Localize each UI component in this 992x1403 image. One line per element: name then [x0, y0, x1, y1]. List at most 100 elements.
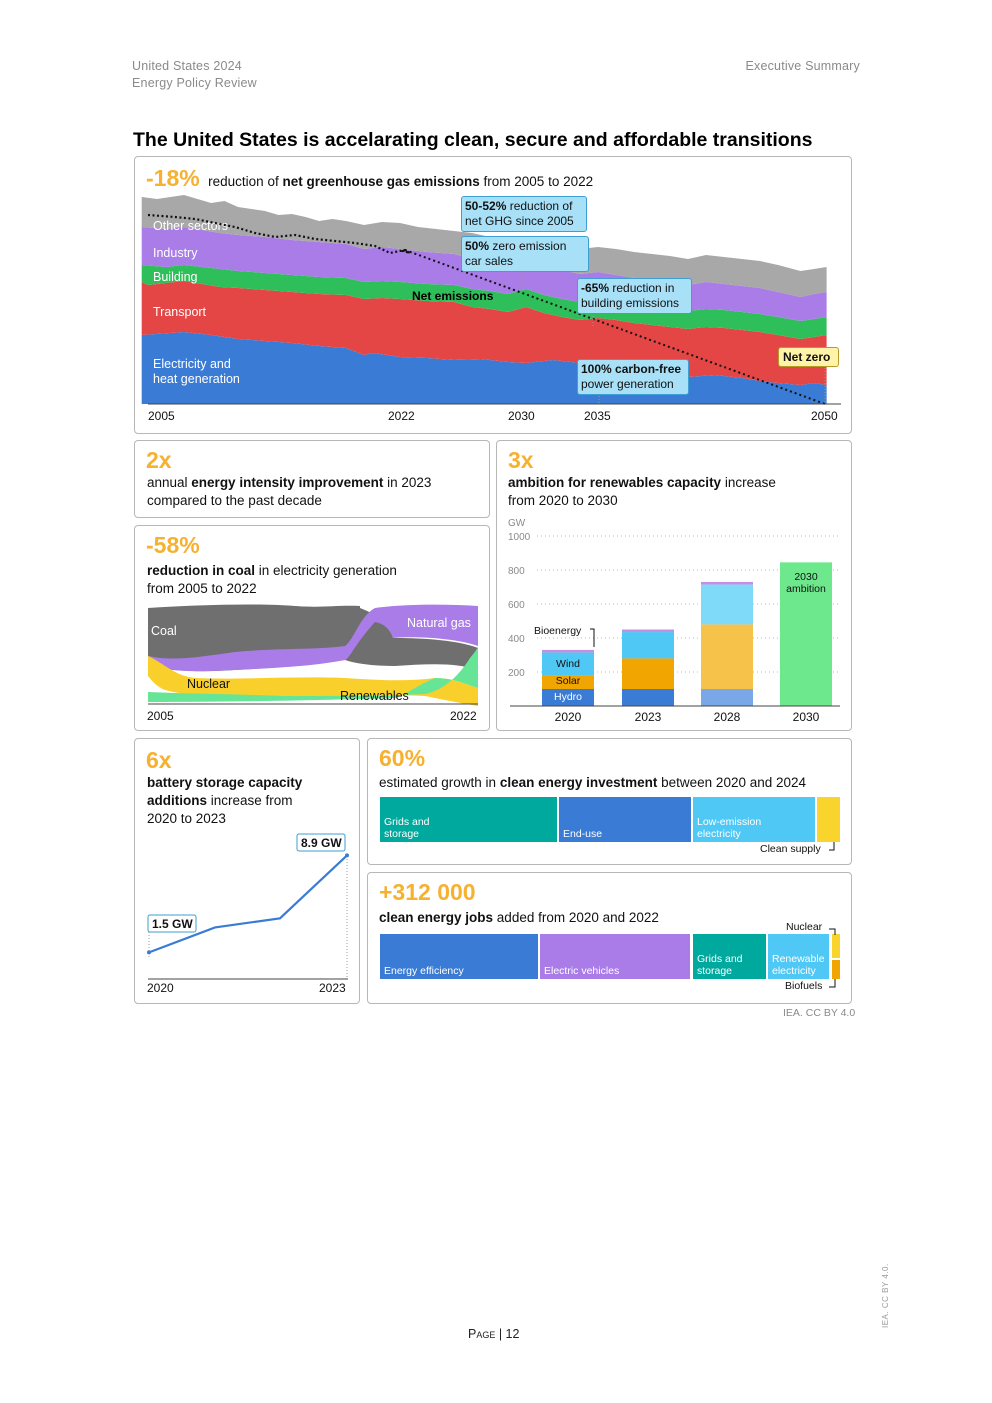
investment-desc: estimated growth in clean energy investm… — [379, 774, 806, 792]
page-title: The United States is accelarating clean,… — [133, 129, 813, 151]
coal-line2: from 2005 to 2022 — [147, 581, 257, 596]
battery-start-label: 1.5 GW — [152, 917, 193, 931]
x-tick-label-2028: 2028 — [714, 710, 741, 724]
callout-building-bold: -65% — [581, 281, 610, 295]
coal-axis-2022: 2022 — [450, 709, 477, 723]
label-ambition-line1: 2030 — [794, 571, 818, 583]
investment-pre: estimated growth in — [379, 775, 500, 790]
battery-stat: 6x — [146, 747, 172, 773]
bar-solar-2023 — [622, 658, 674, 689]
invest-seg-grids-l2: storage — [384, 828, 420, 840]
callout-building-rest: reduction in — [609, 281, 675, 295]
battery-end-label: 8.9 GW — [301, 836, 342, 850]
vertical-credit: IEA. CC BY 4.0. — [881, 1263, 890, 1328]
callout-car-line2: car sales — [465, 254, 514, 268]
callout-building-line2: building emissions — [581, 296, 680, 310]
report-title: United States 2024 Energy Policy Review — [132, 58, 257, 92]
area-building — [141, 265, 827, 339]
invest-seg-grids-l1: Grids and — [384, 816, 430, 828]
bar-bioenergy-2020 — [542, 649, 594, 653]
ghg-desc-pre: reduction — [208, 174, 264, 189]
intensity-line2: compared to the past decade — [147, 493, 322, 508]
ghg-desc-post: from 2005 to 2022 — [479, 174, 594, 189]
invest-seg-enduse: End-use — [559, 797, 691, 842]
coal-axis-2005: 2005 — [147, 709, 174, 723]
intensity-bold: energy intensity improvement — [191, 475, 384, 490]
flow-renewables — [148, 646, 478, 702]
bar-solar-2028 — [701, 624, 753, 689]
invest-clean-supply-label: Clean supply — [760, 843, 821, 855]
callout-power-line2: power generation — [581, 377, 674, 391]
intensity-stat: 2x — [146, 447, 172, 473]
x-tick-label-2030: 2030 — [793, 710, 820, 724]
coal-label-coal: Coal — [151, 624, 177, 638]
label-transport: Transport — [153, 305, 207, 319]
invest-seg-lowemission-l1: Low-emission — [697, 816, 762, 828]
callout-ghg-bold: 50-52% — [465, 199, 507, 213]
label-electricity-line1: Electricity and — [153, 357, 231, 371]
ghg-axis-2030: 2030 — [508, 409, 535, 423]
intensity-pre: annual — [147, 475, 192, 490]
coal-panel: -58% reduction in coal in electricity ge… — [134, 525, 490, 731]
battery-desc: battery storage capacity additions increa… — [147, 774, 302, 828]
label-solar: Solar — [556, 675, 581, 687]
battery-axis-2020: 2020 — [147, 981, 174, 995]
invest-seg-lowemission-l2: electricity — [697, 828, 741, 840]
intensity-panel: 2x annual energy intensity improvement i… — [134, 440, 490, 518]
invest-seg-grids: Grids and storage — [380, 797, 557, 842]
renewables-desc: ambition for renewables capacity increas… — [508, 474, 776, 510]
battery-axis-2023: 2023 — [319, 981, 346, 995]
jobs-seg-grids-l1: Grids and — [697, 953, 743, 965]
ghg-desc-bold: net greenhouse gas emissions — [282, 174, 480, 189]
coal-post: in electricity generation — [255, 563, 397, 578]
jobs-seg-biofuels — [832, 960, 840, 979]
callout-car-bold: 50% — [465, 239, 490, 253]
battery-post: increase from — [207, 793, 293, 808]
label-building: Building — [153, 270, 198, 284]
investment-bold: clean energy investment — [499, 775, 658, 790]
ghg-axis-2005: 2005 — [148, 409, 175, 423]
ghg-desc-mid: of — [263, 174, 283, 189]
renewables-line2: from 2020 to 2030 — [508, 493, 618, 508]
renewables-panel: 3x ambition for renewables capacity incr… — [496, 440, 852, 731]
ghg-axis-2035: 2035 — [584, 409, 611, 423]
renewables-bold: ambition for renewables capacity — [508, 475, 722, 490]
jobs-seg-grids-l2: storage — [697, 965, 733, 977]
coal-chart: Coal Natural gas Nuclear Renewables 2005… — [147, 604, 478, 723]
jobs-biofuels-label: Biofuels — [785, 980, 823, 992]
jobs-seg-efficiency-label: Energy efficiency — [384, 965, 464, 977]
ghg-axis-2050: 2050 — [811, 409, 838, 423]
invest-seg-lowemission: Low-emission electricity — [693, 797, 815, 842]
y-tick-label: 600 — [508, 600, 525, 611]
bar-wind-2028 — [701, 584, 753, 625]
callout-ghg-target: 50-52% reduction of net GHG since 2005 — [461, 196, 587, 232]
battery-panel: 6x battery storage capacity additions inc… — [134, 738, 360, 1004]
jobs-seg-nuclear — [832, 934, 840, 958]
figure-credit: IEA. CC BY 4.0 — [783, 1007, 856, 1019]
callout-power: 100% carbon-free power generation — [577, 359, 689, 395]
battery-bold-1: battery storage capacity — [147, 775, 303, 790]
battery-point-start — [147, 950, 151, 955]
jobs-seg-renewable-l1: Renewable — [772, 953, 825, 965]
page-word: Page — [468, 1327, 496, 1341]
jobs-post: added from 2020 and 2022 — [493, 910, 659, 925]
bar-2030-ambition-2030 — [780, 562, 832, 706]
bar-hydro-2023 — [622, 689, 674, 706]
investment-stat: 60% — [379, 745, 426, 771]
label-industry: Industry — [153, 246, 198, 260]
y-tick-label: 1000 — [508, 532, 531, 543]
label-other-sectors: Other sectors — [153, 219, 228, 233]
label-ambition-line2: ambition — [786, 583, 826, 595]
callout-net-zero: Net zero — [778, 347, 839, 367]
y-tick-label: 200 — [508, 668, 525, 679]
x-tick-label-2020: 2020 — [555, 710, 582, 724]
label-electricity-line2: heat generation — [153, 372, 240, 386]
flow-nuclear — [148, 656, 478, 706]
renewables-unit: GW — [508, 518, 526, 529]
invest-seg-enduse-l1: End-use — [563, 828, 603, 840]
coal-label-renewables: Renewables — [340, 689, 409, 703]
bar-bioenergy-2028 — [701, 581, 753, 585]
label-bioenergy: Bioenergy — [534, 625, 582, 637]
jobs-seg-renewable: Renewable electricity — [768, 934, 829, 979]
power-projection — [404, 357, 600, 402]
